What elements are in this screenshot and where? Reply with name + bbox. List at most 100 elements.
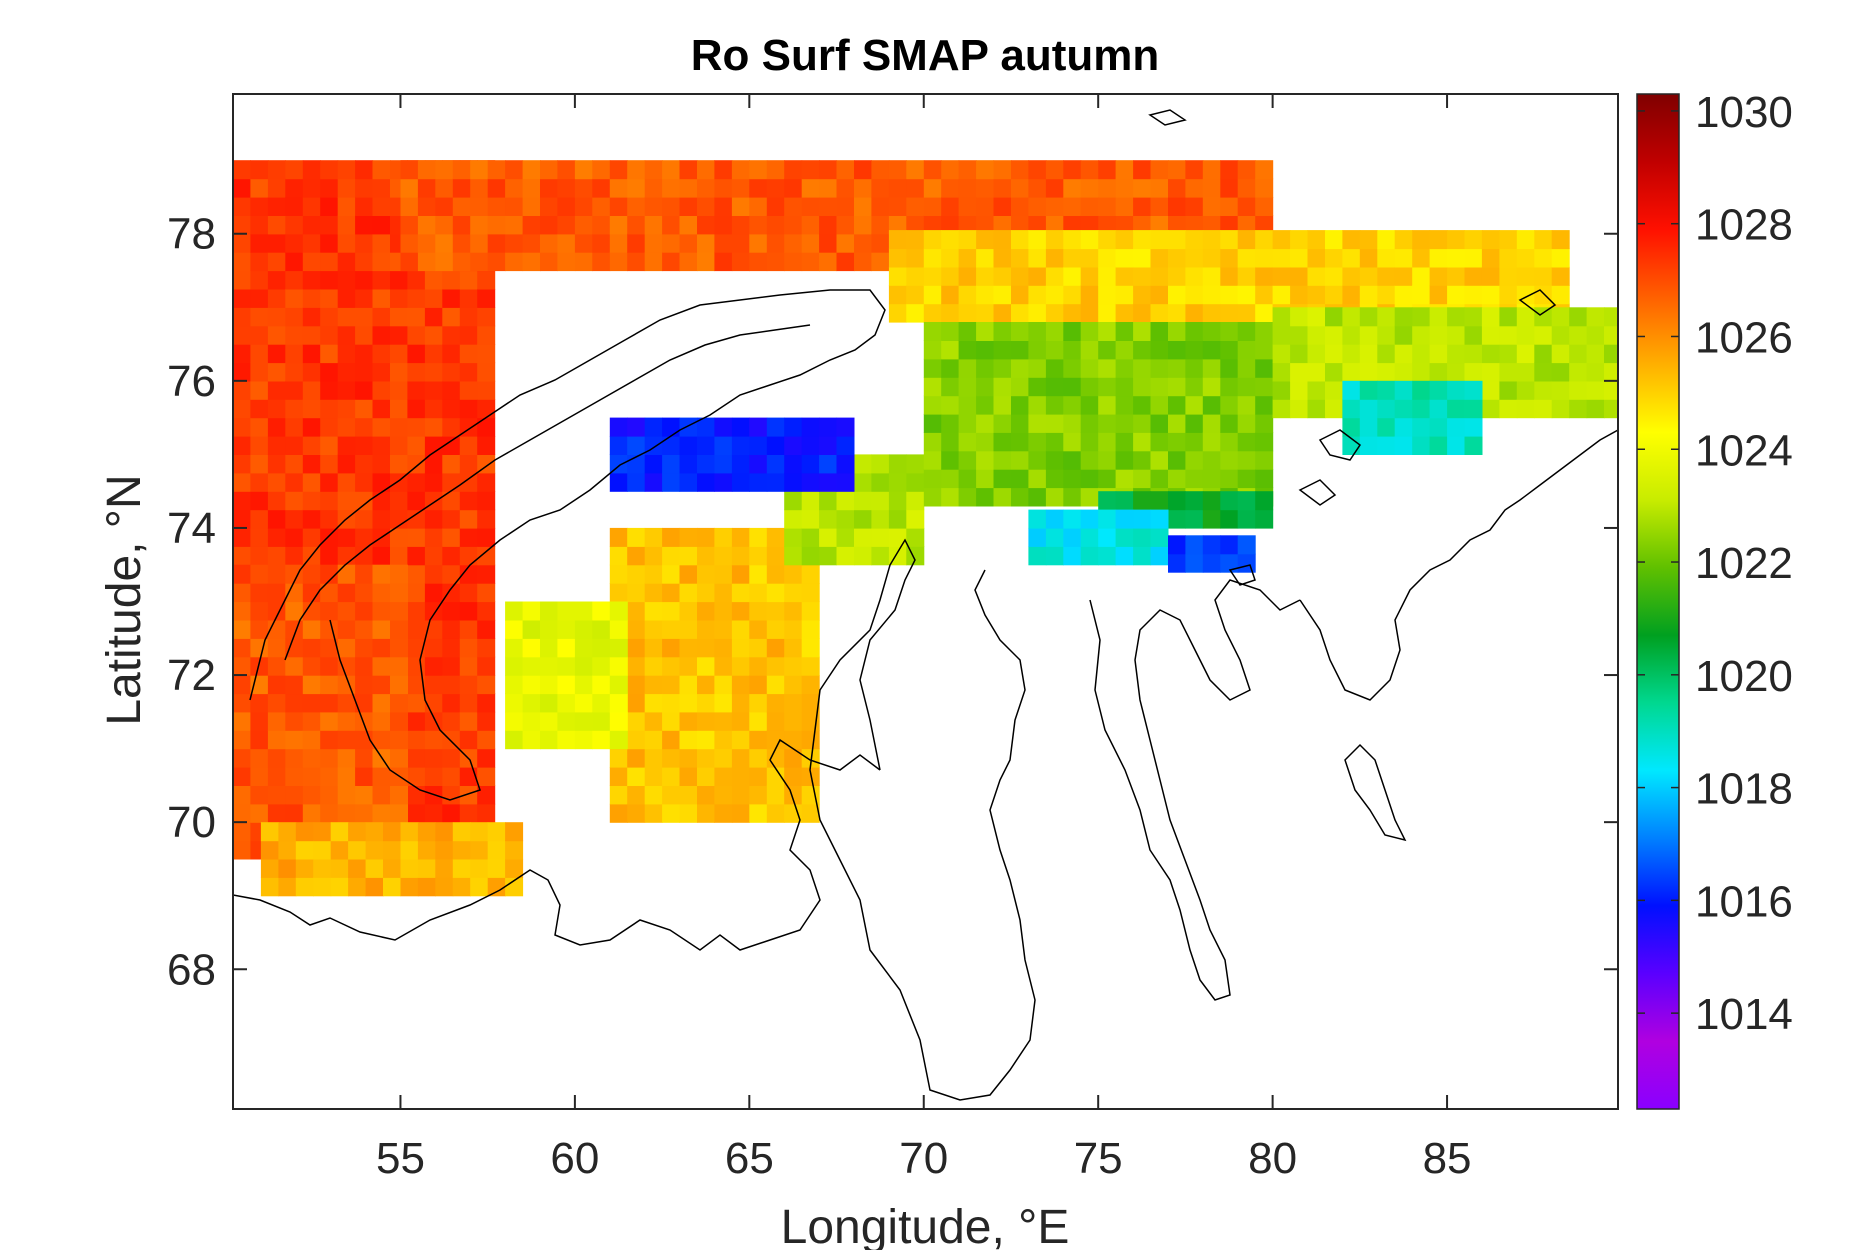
heatmap-cell <box>302 472 321 492</box>
heatmap-cell <box>424 583 443 603</box>
heatmap-cell <box>1133 178 1152 198</box>
heatmap-cell <box>459 472 478 492</box>
heatmap-cell <box>749 546 768 566</box>
heatmap-cell <box>731 178 750 198</box>
heatmap-cell <box>330 822 349 842</box>
heatmap-cell <box>267 252 286 272</box>
heatmap-cell <box>233 472 251 492</box>
heatmap-cell <box>1481 248 1500 268</box>
heatmap-cell <box>906 472 925 492</box>
x-tick-label: 75 <box>1074 1134 1123 1183</box>
heatmap-cell <box>1290 230 1309 250</box>
heatmap-cell <box>442 325 461 345</box>
heatmap-cell <box>1098 432 1117 452</box>
heatmap-cell <box>407 472 426 492</box>
heatmap-cell <box>417 178 436 198</box>
heatmap-cell <box>390 785 408 805</box>
heatmap-cell <box>267 675 286 695</box>
heatmap-cell <box>442 509 461 529</box>
heatmap-cell <box>609 638 628 658</box>
heatmap-cell <box>390 693 408 713</box>
heatmap-cell <box>1377 380 1396 400</box>
heatmap-cell <box>424 748 443 768</box>
coastline-novaya-zemlya-inner <box>284 324 811 661</box>
heatmap-cell <box>1359 230 1378 250</box>
heatmap-cell <box>1028 285 1047 305</box>
heatmap-cell <box>522 601 541 621</box>
heatmap-cell <box>941 395 960 415</box>
heatmap-cell <box>1168 215 1186 235</box>
heatmap-cell <box>1237 509 1256 529</box>
heatmap-cell <box>958 450 977 470</box>
heatmap-cell <box>784 583 803 603</box>
heatmap-cell <box>233 693 251 713</box>
heatmap-cell <box>1150 377 1169 397</box>
heatmap-cell <box>487 233 506 253</box>
heatmap-cell <box>250 693 269 713</box>
heatmap-cell <box>679 472 698 492</box>
heatmap-cell <box>1429 230 1448 250</box>
heatmap-cell <box>477 711 496 731</box>
heatmap-cell <box>390 601 408 621</box>
heatmap-cell <box>1551 230 1570 250</box>
heatmap-cell <box>1586 344 1605 364</box>
heatmap-cell <box>1011 322 1029 341</box>
heatmap-cell <box>285 160 304 180</box>
heatmap-cell <box>1325 399 1343 419</box>
heatmap-cell <box>662 675 681 695</box>
heatmap-cell <box>355 583 374 603</box>
heatmap-cell <box>1516 307 1535 327</box>
heatmap-cell <box>390 546 408 566</box>
heatmap-cell <box>320 436 339 455</box>
heatmap-cell <box>923 285 942 305</box>
heatmap-cell <box>1377 307 1396 327</box>
heatmap-cell <box>784 656 803 676</box>
heatmap-cell <box>766 619 785 639</box>
heatmap-cell <box>320 730 339 750</box>
heatmap-cell <box>522 693 541 713</box>
heatmap-cell <box>459 803 478 823</box>
heatmap-cell <box>697 767 715 786</box>
y-tick-label: 72 <box>167 651 216 700</box>
heatmap-cell <box>958 197 977 216</box>
heatmap-cell <box>627 178 646 198</box>
heatmap-cell <box>731 417 750 437</box>
heatmap-cell <box>459 638 478 658</box>
heatmap-cell <box>993 450 1012 470</box>
heatmap-cell <box>1220 395 1239 415</box>
heatmap-cell <box>442 638 461 658</box>
heatmap-cell <box>505 619 524 639</box>
heatmap-cell <box>320 767 339 786</box>
heatmap-cell <box>1394 344 1413 364</box>
heatmap-cell <box>442 583 461 603</box>
heatmap-cell <box>1115 303 1134 323</box>
heatmap-cell <box>836 527 855 547</box>
heatmap-cell <box>365 858 384 878</box>
heatmap-cell <box>644 215 663 235</box>
heatmap-cell <box>1272 399 1291 419</box>
heatmap-cell <box>627 785 646 805</box>
heatmap-cell <box>609 546 628 566</box>
heatmap-cell <box>250 197 269 216</box>
heatmap-cell <box>1412 362 1431 382</box>
heatmap-cell <box>1325 380 1343 400</box>
heatmap-cell <box>906 285 925 305</box>
heatmap-cell <box>355 564 374 584</box>
heatmap-cell <box>1168 491 1186 511</box>
heatmap-cell <box>233 638 251 658</box>
heatmap-cell <box>1307 248 1326 268</box>
heatmap-cell <box>1115 215 1134 235</box>
heatmap-cell <box>1115 160 1134 180</box>
heatmap-cell <box>1063 469 1082 489</box>
heatmap-cell <box>784 417 803 437</box>
heatmap-cell <box>372 307 391 327</box>
heatmap-cell <box>540 675 558 695</box>
heatmap-cell <box>355 472 374 492</box>
heatmap-cell <box>1080 413 1099 433</box>
heatmap-cell <box>407 344 426 364</box>
heatmap-cell <box>1499 266 1518 286</box>
heatmap-cell <box>1150 358 1169 378</box>
heatmap-cell <box>1080 450 1099 470</box>
heatmap-cell <box>923 266 942 286</box>
heatmap-cell <box>557 160 576 180</box>
